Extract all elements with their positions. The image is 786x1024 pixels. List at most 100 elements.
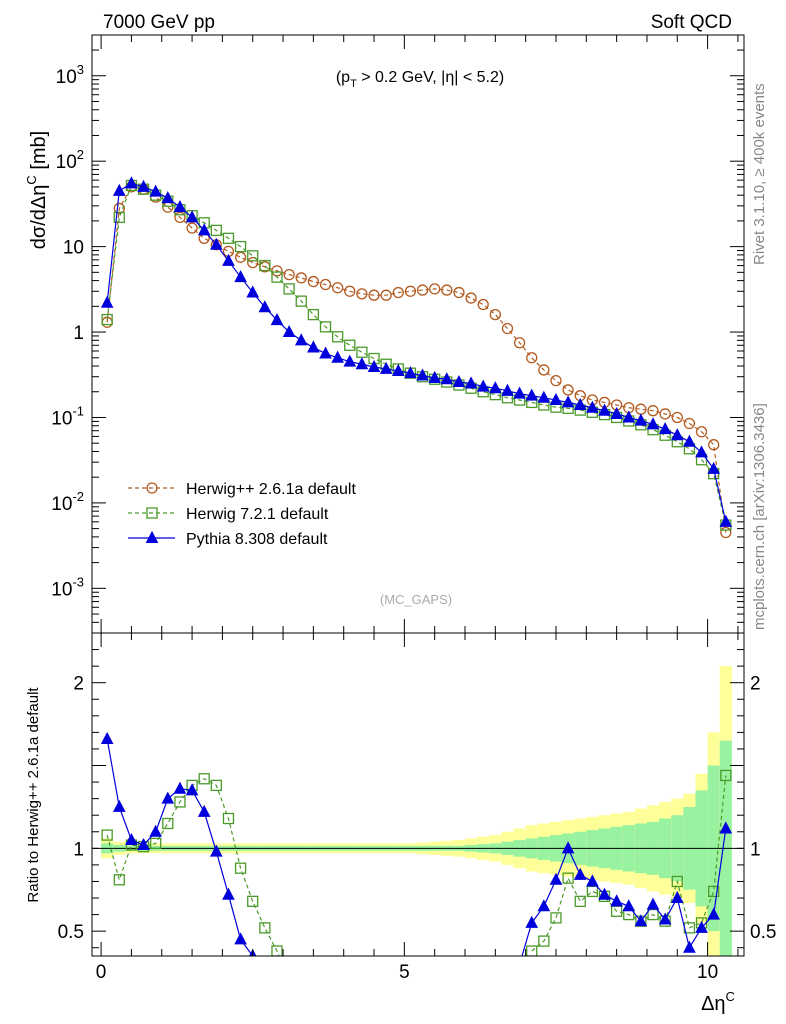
data-point <box>453 286 465 299</box>
data-point <box>162 201 174 213</box>
ratio-point <box>550 912 562 924</box>
x-axis-title-text: ΔηC <box>701 989 735 1015</box>
data-point <box>513 386 526 399</box>
data-point <box>283 283 295 295</box>
ratio-point <box>185 783 199 796</box>
ratio-y-tick-label: 0.5 <box>58 922 84 943</box>
ratio-point <box>174 796 186 808</box>
ratio-point <box>562 872 574 884</box>
data-point <box>501 322 514 335</box>
data-point <box>149 184 163 197</box>
data-point <box>113 202 125 215</box>
data-point <box>197 223 211 236</box>
ratio-point <box>149 824 163 837</box>
data-point <box>234 240 247 253</box>
ratio-y-tick-label-right: 0.5 <box>750 922 776 943</box>
ratio-y-axis-title: Ratio to Herwig++ 2.6.1a default <box>25 687 42 903</box>
data-point <box>125 176 138 189</box>
data-point <box>501 383 514 396</box>
data-point <box>525 388 539 401</box>
ratio-point <box>137 837 150 851</box>
data-point <box>695 445 708 458</box>
data-point <box>695 426 708 438</box>
data-point <box>476 379 490 392</box>
data-point <box>137 179 150 192</box>
ratio-point <box>622 899 636 912</box>
ratio-point <box>708 885 720 898</box>
data-point <box>344 339 356 351</box>
data-point <box>282 324 296 338</box>
ratio-y-tick-label: 1 <box>73 839 84 860</box>
data-point <box>550 374 562 387</box>
ratio-point <box>113 874 125 886</box>
data-point <box>622 410 636 423</box>
data-point <box>319 321 332 333</box>
energy-label: 7000 GeV pp <box>103 12 215 33</box>
y-tick-label: 10-2 <box>51 489 84 515</box>
data-point <box>222 232 235 244</box>
ratio-point <box>222 812 235 825</box>
ratio-point <box>671 875 683 888</box>
y-axis-title: dσ/dΔηC [mb] <box>24 131 50 249</box>
ratio-point <box>125 832 138 846</box>
data-point <box>331 282 344 294</box>
data-point <box>465 292 477 304</box>
main-plot-area <box>100 176 733 539</box>
legend-label: Herwig++ 2.6.1a default <box>186 481 356 498</box>
y-tick-label: 10-3 <box>51 574 84 600</box>
data-point <box>561 395 575 408</box>
legend-marker <box>146 507 158 519</box>
ratio-x-ticks: 0 5 10 <box>96 633 739 983</box>
data-point <box>271 265 283 277</box>
data-point <box>307 340 320 353</box>
ratio-point <box>670 890 684 904</box>
ratio-point <box>234 862 247 874</box>
data-point <box>671 411 683 424</box>
data-point <box>247 256 259 269</box>
data-point <box>246 285 260 298</box>
data-point <box>562 384 574 396</box>
data-point <box>526 352 538 364</box>
data-point <box>355 357 369 370</box>
data-point <box>379 361 393 374</box>
data-point <box>537 390 551 403</box>
ratio-y-ticks: 0.5 0.5 1 1 2 2 <box>58 649 776 949</box>
data-point <box>367 359 381 372</box>
data-point <box>683 417 696 430</box>
data-point <box>234 251 247 263</box>
main-x-ticks <box>100 35 739 633</box>
data-point <box>210 224 222 237</box>
ratio-point <box>658 912 672 925</box>
ratio-point <box>173 781 187 794</box>
data-point <box>477 298 489 311</box>
ratio-point <box>101 829 113 841</box>
ratio-series-line <box>106 778 280 956</box>
data-point <box>356 288 368 300</box>
data-point <box>319 278 332 291</box>
data-point <box>573 397 587 410</box>
ratio-point <box>112 799 126 812</box>
ratio-point <box>284 976 294 986</box>
data-point <box>391 363 405 376</box>
data-point <box>173 200 187 213</box>
ratio-point <box>574 895 586 907</box>
data-point <box>610 406 623 419</box>
ratio-series-line <box>531 775 727 952</box>
data-point <box>344 285 356 297</box>
data-point <box>634 413 648 426</box>
x-tick-label: 10 <box>697 962 718 983</box>
data-point <box>646 417 660 430</box>
ratio-point <box>210 844 223 857</box>
data-point <box>489 308 501 321</box>
ratio-point <box>707 907 721 920</box>
data-point <box>294 333 308 346</box>
data-point <box>489 381 502 394</box>
data-point <box>343 354 357 367</box>
data-point <box>319 346 332 359</box>
data-point <box>270 313 284 326</box>
data-point <box>368 289 380 301</box>
legend-label: Herwig 7.2.1 default <box>186 506 329 523</box>
ratio-point <box>526 945 538 956</box>
ratio-point <box>561 841 575 854</box>
ratio-y-tick-label: 2 <box>73 674 84 695</box>
